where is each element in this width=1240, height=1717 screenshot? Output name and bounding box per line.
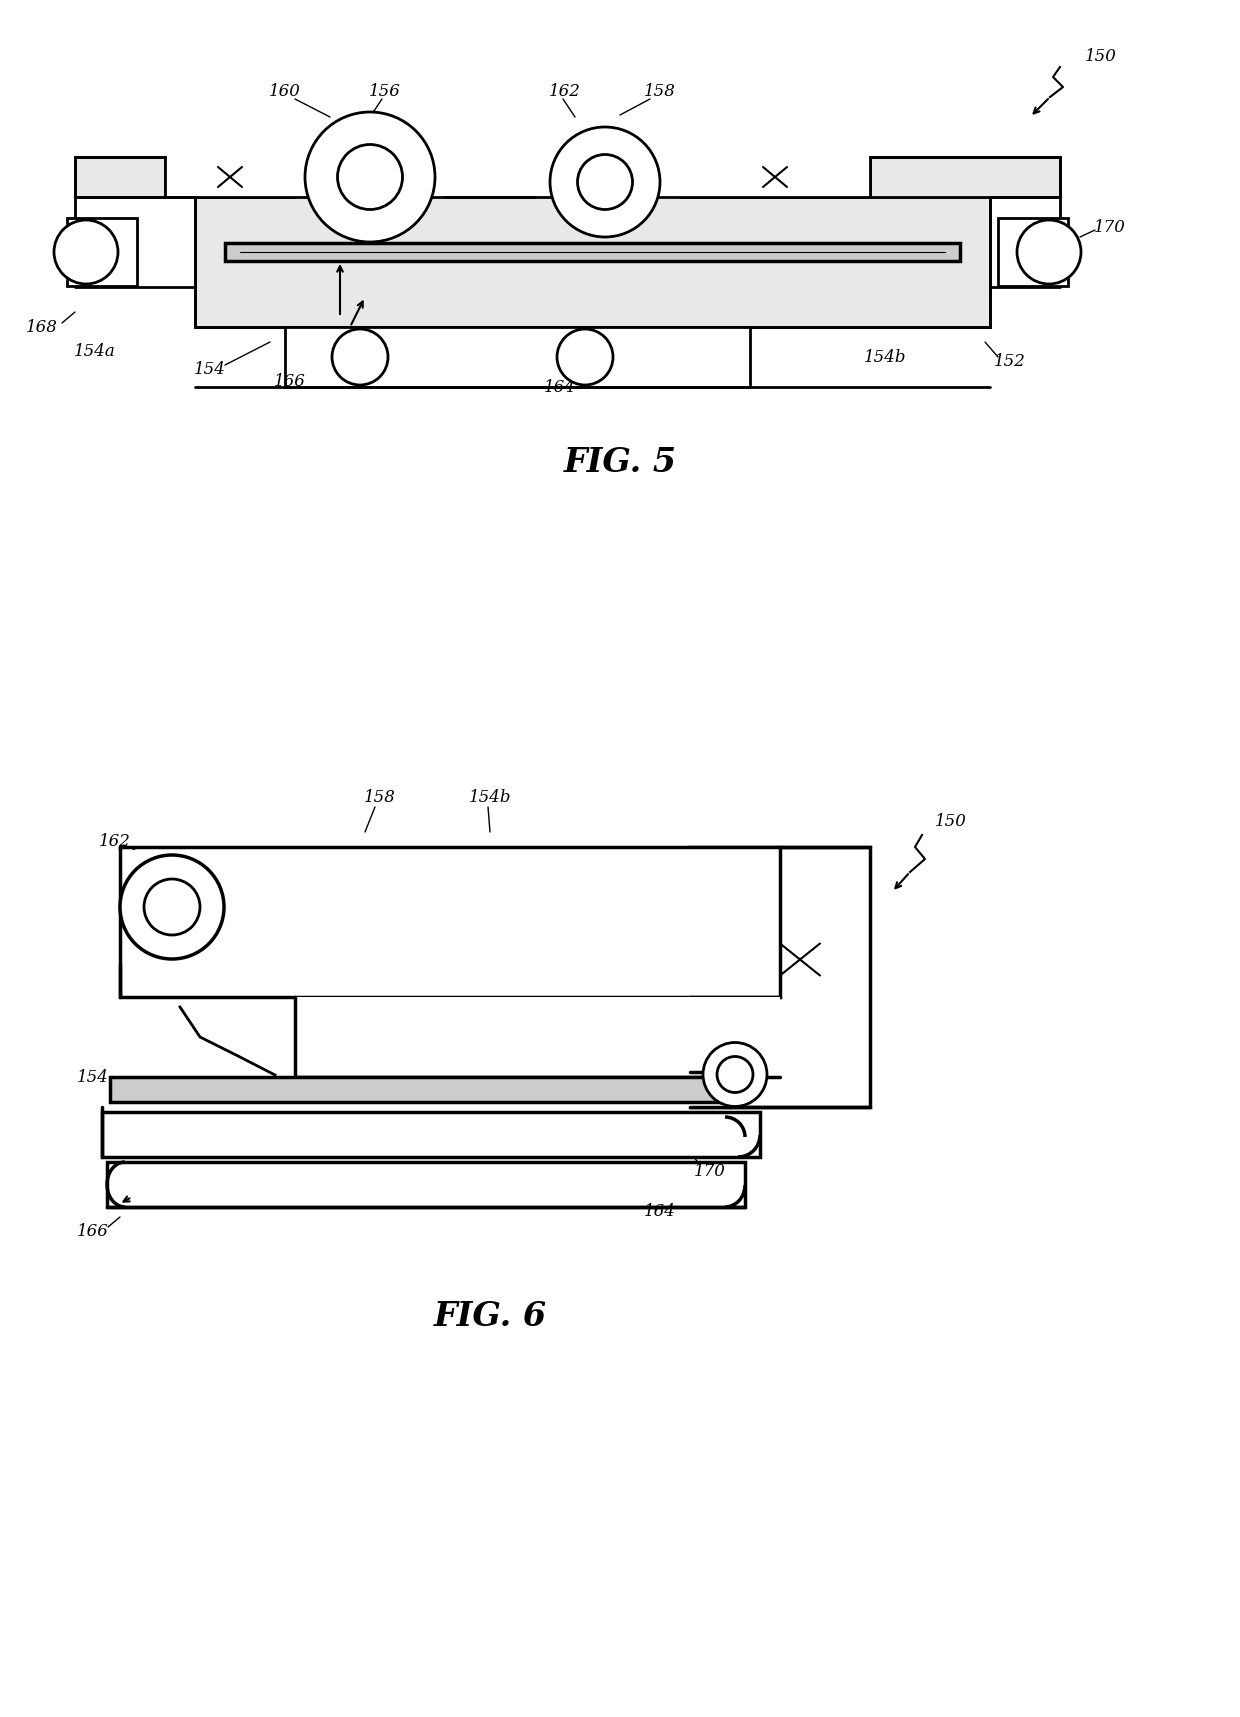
Text: 150: 150 <box>1085 48 1117 65</box>
Bar <box>680 156 870 197</box>
Bar <box>115 850 205 963</box>
Text: 154a: 154a <box>74 343 115 361</box>
Bar <box>74 156 165 197</box>
Circle shape <box>1017 220 1081 283</box>
Bar <box>107 1162 745 1207</box>
Text: 154: 154 <box>195 361 226 378</box>
Circle shape <box>55 220 118 283</box>
Circle shape <box>305 112 435 242</box>
Bar <box>295 998 780 1077</box>
Text: 154: 154 <box>77 1068 109 1085</box>
Text: 162: 162 <box>99 833 131 850</box>
Circle shape <box>144 879 200 936</box>
Text: 152: 152 <box>149 903 181 920</box>
Bar <box>224 244 960 261</box>
Bar <box>998 218 1068 287</box>
Circle shape <box>703 1042 768 1106</box>
Text: 150: 150 <box>935 814 967 831</box>
Text: 152: 152 <box>994 354 1025 371</box>
Bar <box>102 1113 760 1157</box>
Text: 158: 158 <box>644 84 676 101</box>
Bar <box>120 846 780 998</box>
Circle shape <box>337 144 403 209</box>
Text: FIG. 6: FIG. 6 <box>434 1300 547 1334</box>
Text: 170: 170 <box>694 1164 725 1181</box>
Circle shape <box>551 127 660 237</box>
Circle shape <box>120 855 224 960</box>
Bar <box>67 218 136 287</box>
Text: 154b: 154b <box>864 349 906 366</box>
Text: 164: 164 <box>644 1204 676 1221</box>
Text: 166: 166 <box>274 374 306 390</box>
Circle shape <box>717 1056 753 1092</box>
Bar <box>689 846 870 1107</box>
Text: 158: 158 <box>365 788 396 805</box>
Bar <box>870 156 1060 197</box>
Text: 156: 156 <box>370 84 401 101</box>
Circle shape <box>578 155 632 209</box>
Text: 160: 160 <box>269 84 301 101</box>
Bar <box>195 197 990 326</box>
Text: 164: 164 <box>544 378 575 395</box>
Text: 168: 168 <box>26 318 58 335</box>
Bar <box>110 1077 740 1102</box>
Text: 170: 170 <box>1094 218 1126 235</box>
Text: 166: 166 <box>77 1224 109 1240</box>
Circle shape <box>557 330 613 385</box>
Bar <box>688 1071 730 1107</box>
Text: 162: 162 <box>549 84 580 101</box>
Text: FIG. 5: FIG. 5 <box>563 445 677 479</box>
Bar <box>285 326 750 386</box>
Text: 154b: 154b <box>469 788 511 805</box>
Circle shape <box>332 330 388 385</box>
Bar <box>165 156 295 197</box>
